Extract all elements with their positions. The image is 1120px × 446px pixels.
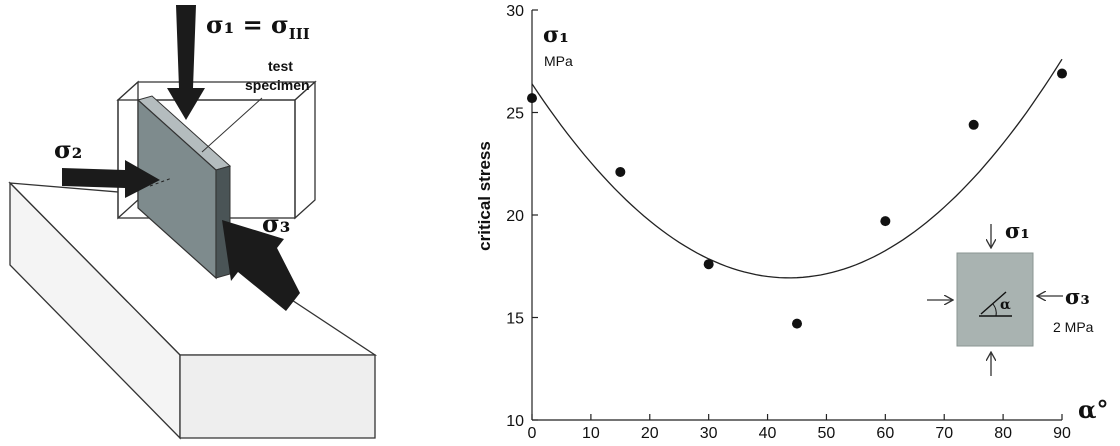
inset-sigma3-label: σ₃ xyxy=(1065,284,1090,309)
fit-curve xyxy=(531,58,1063,279)
x-tick-label: 30 xyxy=(700,425,718,442)
sigma1-arrow xyxy=(167,5,205,120)
y-tick-label: 20 xyxy=(506,208,524,225)
sigma3-arrow xyxy=(222,220,300,311)
x-tick-label: 70 xyxy=(935,425,953,442)
inset-specimen xyxy=(956,252,1034,347)
specimen-label-line1: test xyxy=(268,58,293,74)
y-tick-label: 25 xyxy=(506,106,524,123)
x-tick-label: 60 xyxy=(876,425,894,442)
data-point xyxy=(527,93,537,104)
inset-angle-label: α xyxy=(1000,297,1011,313)
data-point xyxy=(615,166,626,177)
data-point xyxy=(880,216,891,227)
inset-angle-arc xyxy=(992,303,997,317)
x-symbol-label: α° xyxy=(1078,395,1108,424)
data-point xyxy=(1057,68,1067,79)
inset-angle-line xyxy=(980,291,1007,315)
test-apparatus-diagram: σ₁ = σIII test specimen σ₂ σ₃ xyxy=(8,5,378,440)
inset-sigma1-label: σ₁ xyxy=(1005,218,1030,243)
specimen-holder xyxy=(116,80,317,220)
sigma2-arrow xyxy=(62,160,160,198)
x-tick-label: 80 xyxy=(994,425,1012,442)
sigma1-label: σ₁ = σIII xyxy=(206,10,310,43)
x-tick-label: 50 xyxy=(818,425,836,442)
inset-confining-label: 2 MPa xyxy=(1053,319,1094,335)
x-tick-label: 10 xyxy=(582,425,600,442)
y-axis-label: critical stress xyxy=(475,141,494,251)
x-tick-label: 0 xyxy=(528,425,537,442)
y-tick-label: 10 xyxy=(506,413,524,430)
inset-loading-diagram: α σ₁ σ₃ 2 MPa xyxy=(927,218,1094,376)
data-point xyxy=(792,318,802,329)
x-tick-label: 40 xyxy=(759,425,777,442)
y-tick-label: 15 xyxy=(506,311,524,328)
x-tick-label: 90 xyxy=(1053,425,1071,442)
data-point xyxy=(703,259,714,270)
y-tick-label: 30 xyxy=(506,3,524,20)
specimen-leader-line xyxy=(201,97,263,153)
sigma3-label: σ₃ xyxy=(262,209,290,238)
base-block xyxy=(8,181,378,440)
sigma2-label: σ₂ xyxy=(54,135,82,164)
y-symbol-label: σ₁ xyxy=(543,22,569,48)
specimen-label-line2: specimen xyxy=(245,77,310,93)
x-tick-label: 20 xyxy=(641,425,659,442)
data-point xyxy=(968,119,979,130)
y-unit-label: MPa xyxy=(544,53,573,69)
